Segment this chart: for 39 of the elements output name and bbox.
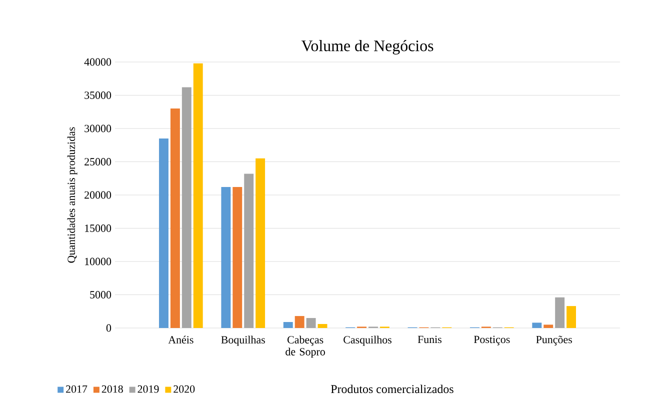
bar: [532, 322, 542, 328]
x-tick-label: Boquilhas: [221, 336, 265, 346]
y-axis-title: Quantidades anuais produzidas: [67, 127, 78, 263]
bar: [256, 158, 266, 328]
y-tick-label: 25000: [84, 158, 112, 166]
legend-label: 2020: [174, 385, 195, 393]
bar: [294, 316, 304, 328]
x-tick-label: Postiços: [474, 336, 510, 346]
x-tick-label: Cabeças de Sopro: [286, 336, 325, 358]
y-tick-label: 10000: [85, 258, 112, 266]
bar: [182, 87, 192, 328]
legend-label: 2019: [138, 385, 159, 393]
x-tick-label: Anéis: [168, 336, 194, 344]
bar: [244, 174, 254, 328]
x-tick-label: Funis: [418, 336, 442, 344]
bar: [318, 324, 328, 328]
y-tick-label: 5000: [90, 291, 112, 298]
x-axis-title: Produtos comercializados: [330, 384, 454, 394]
bar: [159, 138, 168, 328]
legend-label: 2017: [66, 385, 88, 393]
bar: [555, 297, 565, 328]
x-tick-label: Punções: [536, 336, 572, 346]
chart-title: Volume de Negócios: [301, 40, 434, 54]
y-tick-label: 0: [106, 324, 112, 332]
bar: [283, 322, 293, 328]
bar: [193, 63, 203, 328]
bar: [544, 324, 554, 328]
y-tick-label: 40000: [84, 58, 112, 66]
bar: [170, 108, 180, 328]
bar: [232, 187, 242, 328]
y-tick-label: 30000: [84, 124, 112, 132]
y-tick-label: 15000: [85, 224, 112, 232]
bar: [566, 306, 576, 328]
x-tick-label: Casquilhos: [344, 336, 392, 346]
y-tick-label: 35000: [84, 92, 112, 99]
legend-label: 2018: [102, 385, 123, 393]
y-tick-label: 20000: [84, 191, 112, 199]
bar: [221, 187, 231, 328]
bar: [306, 318, 316, 328]
